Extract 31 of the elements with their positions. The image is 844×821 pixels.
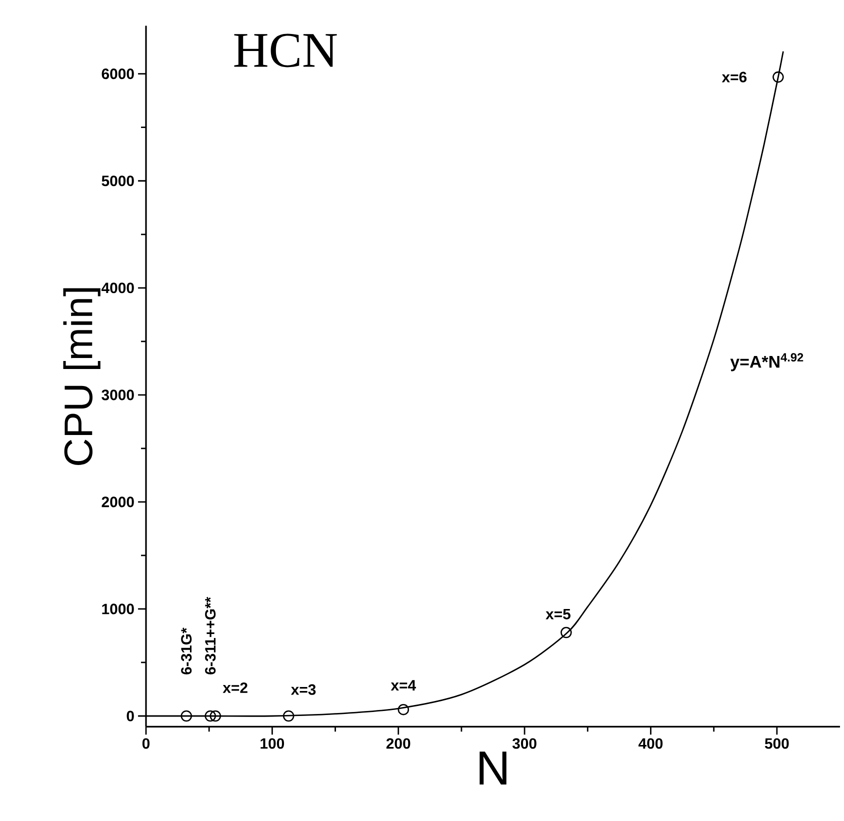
y-tick-label: 1000 [102,604,134,614]
y-tick-label: 3000 [102,390,134,400]
point [204,710,216,722]
annotation: x=3 [290,684,316,695]
annotation: 6-311++G** [205,596,216,674]
point [560,626,572,638]
y-tick-label: 0 [126,710,134,722]
x-axis-title: N [480,752,506,785]
point [398,704,410,716]
x-tick-label: 100 [260,738,284,749]
annotation: 6-31G* [181,628,192,674]
y-tick-label: 5000 [102,176,134,186]
annotation: x=5 [546,608,570,620]
y-tick-label: 4000 [101,282,134,294]
y-tick-label: 6000 [102,68,134,80]
annotation: x=6 [722,72,747,82]
y-axis-title: CPU [min] [63,288,100,465]
point [210,710,222,722]
chart-title: HCN [234,34,337,68]
annotation: x=4 [390,680,416,690]
point [282,710,294,722]
annotation: x=2 [222,682,248,693]
x-tick-label: 200 [386,738,410,749]
point [180,710,192,722]
x-tick-label: 400 [638,738,663,749]
x-tick-label: 500 [764,738,789,749]
x-tick-label: 300 [512,738,536,749]
y-tick-label: 2000 [102,496,134,508]
point [772,71,784,83]
text: y=A*N$^{4.92}$ [730,353,804,372]
x-tick-label: 0 [142,738,150,749]
